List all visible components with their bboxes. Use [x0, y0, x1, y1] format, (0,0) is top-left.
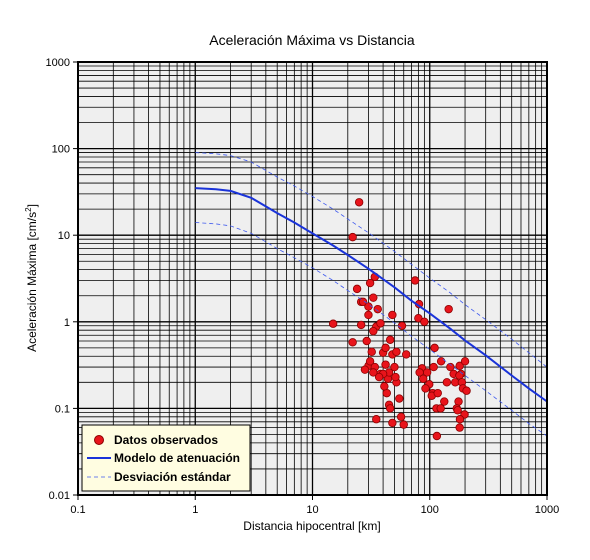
data-point: [395, 394, 404, 403]
y-axis: 0.01 0.1 1 10 100 1000: [46, 57, 78, 502]
x-tick-label: 0.1: [70, 504, 85, 516]
y-tick-label: 100: [52, 144, 70, 156]
data-point: [432, 431, 442, 441]
data-point: [369, 326, 378, 336]
x-tick-label: 100: [421, 504, 439, 516]
legend-marker-points: [94, 435, 104, 445]
data-point: [360, 365, 370, 374]
data-point: [414, 314, 423, 323]
data-point: [391, 372, 400, 382]
y-axis-label: Aceleración Máxima [cm/s2]: [24, 204, 39, 352]
x-tick-label: 1: [192, 504, 198, 516]
data-point: [455, 415, 465, 424]
series: [195, 152, 548, 441]
legend-label-points: Datos observados: [114, 433, 218, 447]
data-point: [419, 374, 428, 383]
data-point: [430, 343, 439, 353]
data-point: [436, 404, 445, 413]
data-point: [348, 232, 357, 242]
data-point: [386, 404, 395, 413]
data-point: [388, 418, 397, 428]
data-point: [369, 368, 378, 377]
data-point: [446, 362, 455, 372]
data-point: [365, 357, 375, 366]
model-line: [195, 187, 548, 403]
data-point: [354, 198, 364, 207]
data-point: [367, 347, 376, 357]
y-tick-label: 1: [64, 317, 70, 329]
data-point: [420, 317, 429, 326]
y-tick-label: 10: [58, 230, 70, 242]
x-axis: 0.1 1 10 100 1000: [70, 495, 559, 516]
data-point: [382, 388, 391, 398]
data-point: [388, 310, 397, 320]
data-point: [460, 357, 470, 366]
y-tick-label: 0.1: [55, 403, 70, 415]
y-tick-label: 1000: [46, 57, 70, 69]
data-point: [402, 350, 411, 359]
data-point: [455, 371, 464, 380]
data-point: [454, 397, 463, 406]
chart-title: Aceleración Máxima vs Distancia: [209, 32, 415, 48]
data-point: [433, 388, 442, 398]
data-point: [381, 343, 390, 353]
data-point: [390, 362, 399, 372]
data-point: [399, 420, 408, 429]
data-point: [442, 378, 452, 387]
data-point: [397, 321, 407, 330]
data-point: [374, 372, 384, 382]
plot-frame: [77, 61, 548, 496]
x-tick-label: 1000: [535, 504, 559, 516]
data-point: [421, 384, 430, 393]
data-point: [440, 397, 449, 406]
x-axis-label: Distancia hipocentral [km]: [243, 519, 380, 533]
data-point: [392, 347, 401, 357]
data-point: [376, 319, 385, 328]
data-point: [386, 335, 395, 344]
data-point: [356, 320, 366, 330]
std-dev-line: [195, 222, 548, 437]
data-point: [348, 338, 357, 347]
data-point: [365, 278, 375, 288]
data-point: [381, 360, 390, 369]
y-tick-label: 0.01: [49, 490, 70, 502]
data-point: [369, 293, 378, 302]
legend: Datos observados Modelo de atenuación De…: [81, 424, 251, 492]
data-point: [372, 415, 381, 424]
x-tick-label: 10: [306, 504, 318, 516]
data-point: [364, 302, 373, 311]
data-point: [453, 406, 462, 415]
grid: [78, 62, 547, 495]
data-point: [455, 423, 464, 432]
data-point: [373, 304, 382, 314]
data-point: [436, 357, 446, 366]
legend-label-std: Desviación estándar: [114, 470, 231, 484]
data-point: [415, 368, 424, 377]
data-point: [362, 336, 371, 346]
data-point: [429, 362, 438, 372]
data-point: [364, 310, 373, 320]
legend-label-model: Modelo de atenuación: [114, 451, 240, 465]
data-point: [328, 319, 338, 328]
data-point: [358, 297, 368, 307]
data-point: [444, 304, 453, 314]
data-point: [455, 361, 464, 371]
data-point: [462, 386, 471, 395]
data-point: [410, 276, 420, 285]
data-point: [352, 284, 362, 294]
data-point: [380, 382, 389, 391]
std-dev-line: [195, 152, 548, 368]
data-point: [396, 412, 406, 421]
